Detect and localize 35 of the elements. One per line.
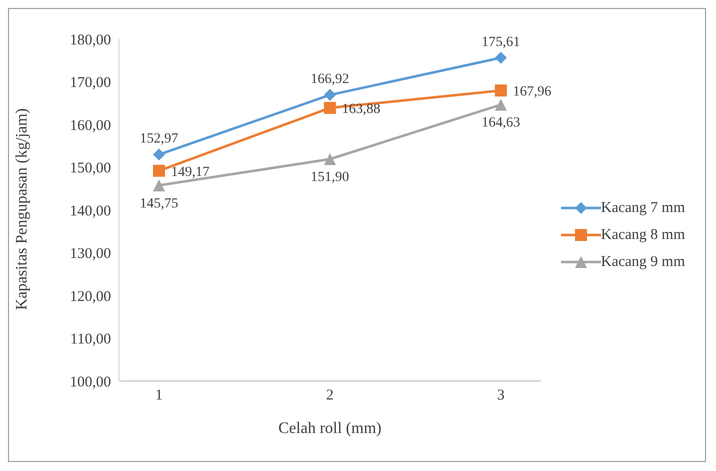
y-tick-label: 160,00 xyxy=(70,118,111,134)
y-tick-label: 180,00 xyxy=(70,32,111,48)
point xyxy=(324,88,336,101)
y-tick-label: 100,00 xyxy=(70,374,111,390)
y-tick-label: 110,00 xyxy=(70,332,111,348)
y-tick-label: 140,00 xyxy=(70,203,111,220)
y-axis-title: Kapasitas Pengupasan (kg/jam) xyxy=(14,108,31,310)
data-label: 149,17 xyxy=(171,164,210,180)
data-label: 152,97 xyxy=(140,132,178,147)
x-tick-label: 2 xyxy=(326,388,334,404)
data-label: 145,75 xyxy=(140,196,178,212)
legend-label: Kacang 9 mm xyxy=(600,254,685,270)
point xyxy=(153,148,165,161)
point xyxy=(494,52,507,64)
x-tick-label: 1 xyxy=(155,388,163,404)
data-label: 164,63 xyxy=(482,116,520,131)
data-label: 163,88 xyxy=(342,102,380,117)
data-label: 175,61 xyxy=(482,34,520,50)
point xyxy=(494,84,507,96)
point xyxy=(153,164,165,177)
data-label: 167,96 xyxy=(512,84,552,100)
y-tick-label: 170,00 xyxy=(70,75,111,92)
data-label: 166,92 xyxy=(310,72,350,87)
point xyxy=(324,153,336,166)
y-tick-label: 150,00 xyxy=(70,160,111,177)
legend-label: Kacang 7 mm xyxy=(600,200,685,216)
point xyxy=(153,179,165,192)
point xyxy=(494,98,507,111)
x-axis-title: Celah roll (mm) xyxy=(278,420,382,437)
data-label: 151,90 xyxy=(310,170,350,186)
y-tick-label: 130,00 xyxy=(70,246,111,262)
point xyxy=(324,102,336,114)
x-tick-label: 3 xyxy=(497,388,505,404)
y-tick-label: 120,00 xyxy=(70,288,111,305)
legend-label: Kacang 8 mm xyxy=(600,226,685,244)
